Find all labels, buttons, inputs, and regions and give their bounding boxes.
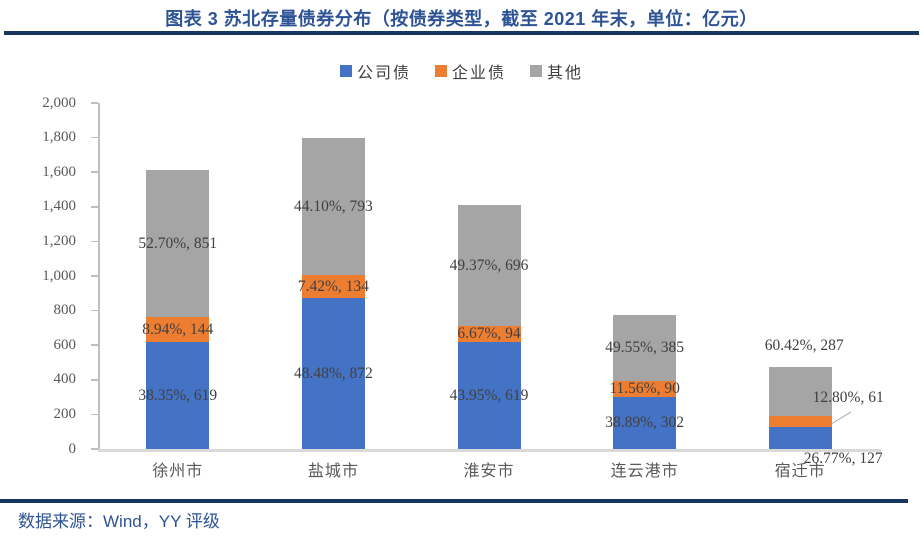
y-axis-tick [91, 136, 98, 139]
y-axis-label: 600 [53, 336, 77, 353]
bar-segment-company-bond [457, 341, 521, 449]
y-axis-tick [91, 413, 98, 416]
figure-title: 图表 3 苏北存量债券分布（按债券类型，截至 2021 年末，单位：亿元） [165, 9, 758, 29]
data-label: 6.67%, 94 [457, 325, 521, 343]
bar-segment-company-bond [146, 341, 210, 449]
y-axis-label: 200 [53, 405, 77, 422]
legend-item-enterprise-bond: 企业债 [434, 59, 506, 83]
bar-segment-company-bond [768, 427, 832, 449]
y-axis-label: 1,800 [42, 129, 76, 146]
legend-item-other: 其他 [530, 59, 583, 83]
y-axis-tick [91, 448, 98, 450]
y-axis-tick [91, 379, 98, 381]
bar-segment-enterprise-bond [768, 416, 832, 428]
bar-segment-enterprise-bond [457, 325, 521, 342]
data-label: 49.55%, 385 [605, 339, 684, 357]
x-axis-label: 徐州市 [152, 463, 204, 480]
y-axis-label: 800 [53, 302, 77, 319]
data-label: 52.70%, 851 [138, 234, 218, 252]
x-axis-label: 淮安市 [463, 463, 515, 480]
bar-segment-enterprise-bond [613, 381, 677, 397]
y-axis-tick [91, 275, 98, 277]
bar-segment-enterprise-bond [301, 274, 365, 299]
data-label: 44.10%, 793 [293, 197, 373, 215]
data-label: 8.94%, 144 [142, 320, 214, 338]
y-axis-label: 1,200 [42, 232, 76, 249]
data-source: 数据来源：Wind，YY 评级 [18, 512, 220, 531]
data-label: 38.89%, 302 [605, 414, 684, 432]
data-label: 11.56%, 90 [609, 380, 680, 398]
data-label: 12.80%, 61 [812, 389, 884, 407]
bar-segment-company-bond [613, 396, 677, 449]
label-leader-line [831, 411, 851, 425]
y-axis-tick [91, 102, 98, 104]
bar-segment-company-bond [301, 298, 365, 449]
data-label: 26.77%, 127 [803, 450, 883, 467]
bar-segment-enterprise-bond [146, 317, 210, 342]
data-label: 49.37%, 696 [449, 256, 529, 274]
y-axis-label: 400 [53, 371, 77, 388]
legend-swatch-other [530, 65, 542, 77]
y-axis-tick [91, 206, 98, 208]
data-label: 48.48%, 872 [293, 365, 373, 383]
bar-segment-other [768, 366, 832, 417]
x-axis-line [98, 449, 881, 452]
legend-label: 企业债 [451, 65, 506, 82]
y-axis-label: 2,000 [42, 94, 76, 111]
legend-label: 公司债 [356, 65, 411, 82]
y-axis-label: 1,000 [42, 267, 76, 284]
x-axis-label: 宿迁市 [774, 463, 826, 480]
y-axis-tick [91, 240, 98, 243]
chart-legend: 公司债 企业债 其他 [0, 59, 923, 83]
top-rule [4, 31, 919, 35]
data-label: 38.35%, 619 [138, 386, 218, 404]
y-axis-label: 1,600 [42, 163, 76, 180]
legend-item-company-bond: 公司债 [339, 59, 411, 83]
y-axis-tick [91, 309, 98, 312]
y-axis-tick [91, 344, 98, 346]
bar-segment-other [457, 205, 521, 326]
x-axis-label: 连云港市 [610, 463, 679, 480]
data-label: 7.42%, 134 [297, 278, 369, 296]
data-label: 60.42%, 287 [764, 337, 844, 355]
y-axis-tick [91, 171, 98, 173]
x-axis-label: 盐城市 [307, 463, 359, 480]
y-axis-label: 0 [68, 440, 77, 457]
legend-swatch-enterprise-bond [434, 65, 447, 77]
y-axis-line [98, 103, 100, 451]
legend-swatch-company-bond [339, 65, 352, 77]
bar-segment-other [301, 137, 365, 275]
data-label: 43.95%, 619 [449, 386, 529, 404]
legend-label: 其他 [547, 65, 584, 82]
bottom-rule [0, 499, 908, 503]
bar-segment-other [146, 169, 210, 317]
y-axis-label: 1,400 [42, 198, 76, 215]
bar-segment-other [613, 314, 677, 382]
